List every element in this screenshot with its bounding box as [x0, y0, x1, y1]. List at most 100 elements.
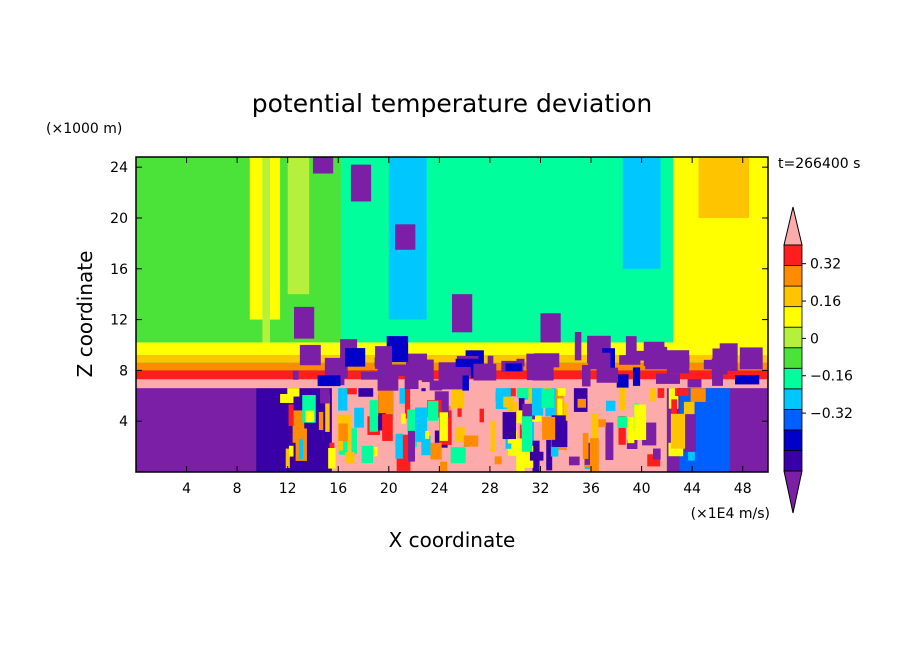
colorbar-label: 0 [810, 331, 819, 347]
y-axis-label: Z coordinate [73, 251, 97, 378]
field-region [653, 448, 661, 460]
field-region [320, 388, 330, 404]
field-region [619, 355, 641, 365]
field-region [288, 445, 294, 457]
field-region [542, 416, 556, 440]
x-tick-label: 48 [734, 481, 752, 497]
field-region [399, 388, 411, 404]
field-region [626, 439, 638, 450]
field-region [452, 294, 473, 333]
field-region [292, 410, 305, 443]
field-region [287, 388, 300, 397]
field-region [382, 414, 393, 441]
field-region [338, 388, 348, 411]
field-region [649, 388, 656, 401]
x-tick-label: 12 [279, 481, 297, 497]
field-region [627, 416, 635, 444]
colorbar-swatch [783, 429, 803, 451]
field-region [674, 388, 689, 396]
field-region [395, 224, 416, 250]
field-region [421, 388, 426, 392]
field-region [479, 408, 484, 423]
field-region [617, 416, 627, 428]
x-tick-label: 40 [633, 481, 651, 497]
field-region [457, 407, 462, 417]
field-region [439, 412, 449, 441]
field-region [451, 388, 465, 409]
x-tick-label: 36 [582, 481, 600, 497]
field-region [292, 370, 299, 380]
plot-frame [135, 156, 769, 473]
colorbar-label: 0.16 [810, 294, 841, 310]
field-region [703, 359, 718, 370]
field-region [450, 447, 466, 464]
time-label: t=266400 s [778, 156, 860, 172]
field-region [688, 450, 695, 461]
field-region [385, 364, 411, 376]
colorbar-swatch [783, 367, 803, 390]
field-region [345, 452, 355, 464]
y-tick-label: 4 [119, 414, 128, 430]
field-region [632, 367, 641, 386]
field-region [400, 413, 406, 424]
field-region [698, 157, 750, 218]
field-region [616, 374, 629, 388]
colorbar-swatch [783, 265, 803, 287]
x-tick-label: 44 [683, 481, 701, 497]
field-region [490, 420, 495, 452]
field-region [625, 336, 637, 361]
field-region [462, 374, 469, 391]
x-axis: 4 8 12 16 20 24 28 32 36 40 44 48 [182, 157, 752, 497]
y-tick-label: 12 [110, 313, 128, 329]
field-region [516, 388, 532, 399]
x-tick-label: 20 [380, 481, 398, 497]
field-region [505, 363, 522, 372]
field-region [315, 423, 321, 455]
field-region [581, 364, 591, 387]
field-region [518, 392, 525, 420]
field-region [655, 373, 680, 384]
field-region [360, 371, 378, 380]
field-region [429, 380, 443, 391]
colorbar-swatch [783, 450, 803, 472]
field-region [407, 409, 418, 448]
colorbar-swatch [783, 306, 803, 328]
field-region [540, 313, 561, 343]
field-region [350, 164, 372, 202]
colorbar-swatch [783, 285, 803, 308]
field-region [670, 413, 686, 449]
field-region [529, 451, 544, 461]
field-region [473, 363, 497, 381]
field-region [361, 445, 374, 464]
field-region [421, 435, 431, 456]
field-region [643, 341, 665, 366]
y-tick-label: 24 [110, 160, 128, 176]
x-tick-label: 32 [532, 481, 550, 497]
field-region [354, 407, 364, 428]
field-region [719, 343, 738, 371]
field-region [312, 157, 334, 174]
field-region [408, 430, 416, 462]
field-region [287, 157, 310, 295]
colorbar: 0.32 0.16 0 −0.16 −0.32 [783, 206, 853, 514]
field-region [582, 432, 589, 459]
x-tick-label: 28 [481, 481, 499, 497]
field-region [338, 423, 348, 442]
field-region [351, 428, 358, 455]
field-region [358, 388, 374, 397]
field-region [541, 388, 555, 408]
chart-title: potential temperature deviation [252, 89, 652, 118]
field-region [438, 362, 463, 390]
y-units-label: (×1000 m) [46, 121, 122, 137]
colorbar-swatch [783, 388, 803, 410]
field-region [415, 407, 428, 442]
y-axis: 4 8 12 16 20 24 [110, 160, 768, 430]
field-region [605, 422, 614, 461]
field-region [440, 461, 448, 472]
field-region [325, 394, 330, 432]
field-region [430, 442, 442, 460]
field-region [494, 456, 502, 465]
field-region [531, 388, 544, 416]
field-region [619, 388, 626, 411]
field-region [591, 413, 599, 439]
